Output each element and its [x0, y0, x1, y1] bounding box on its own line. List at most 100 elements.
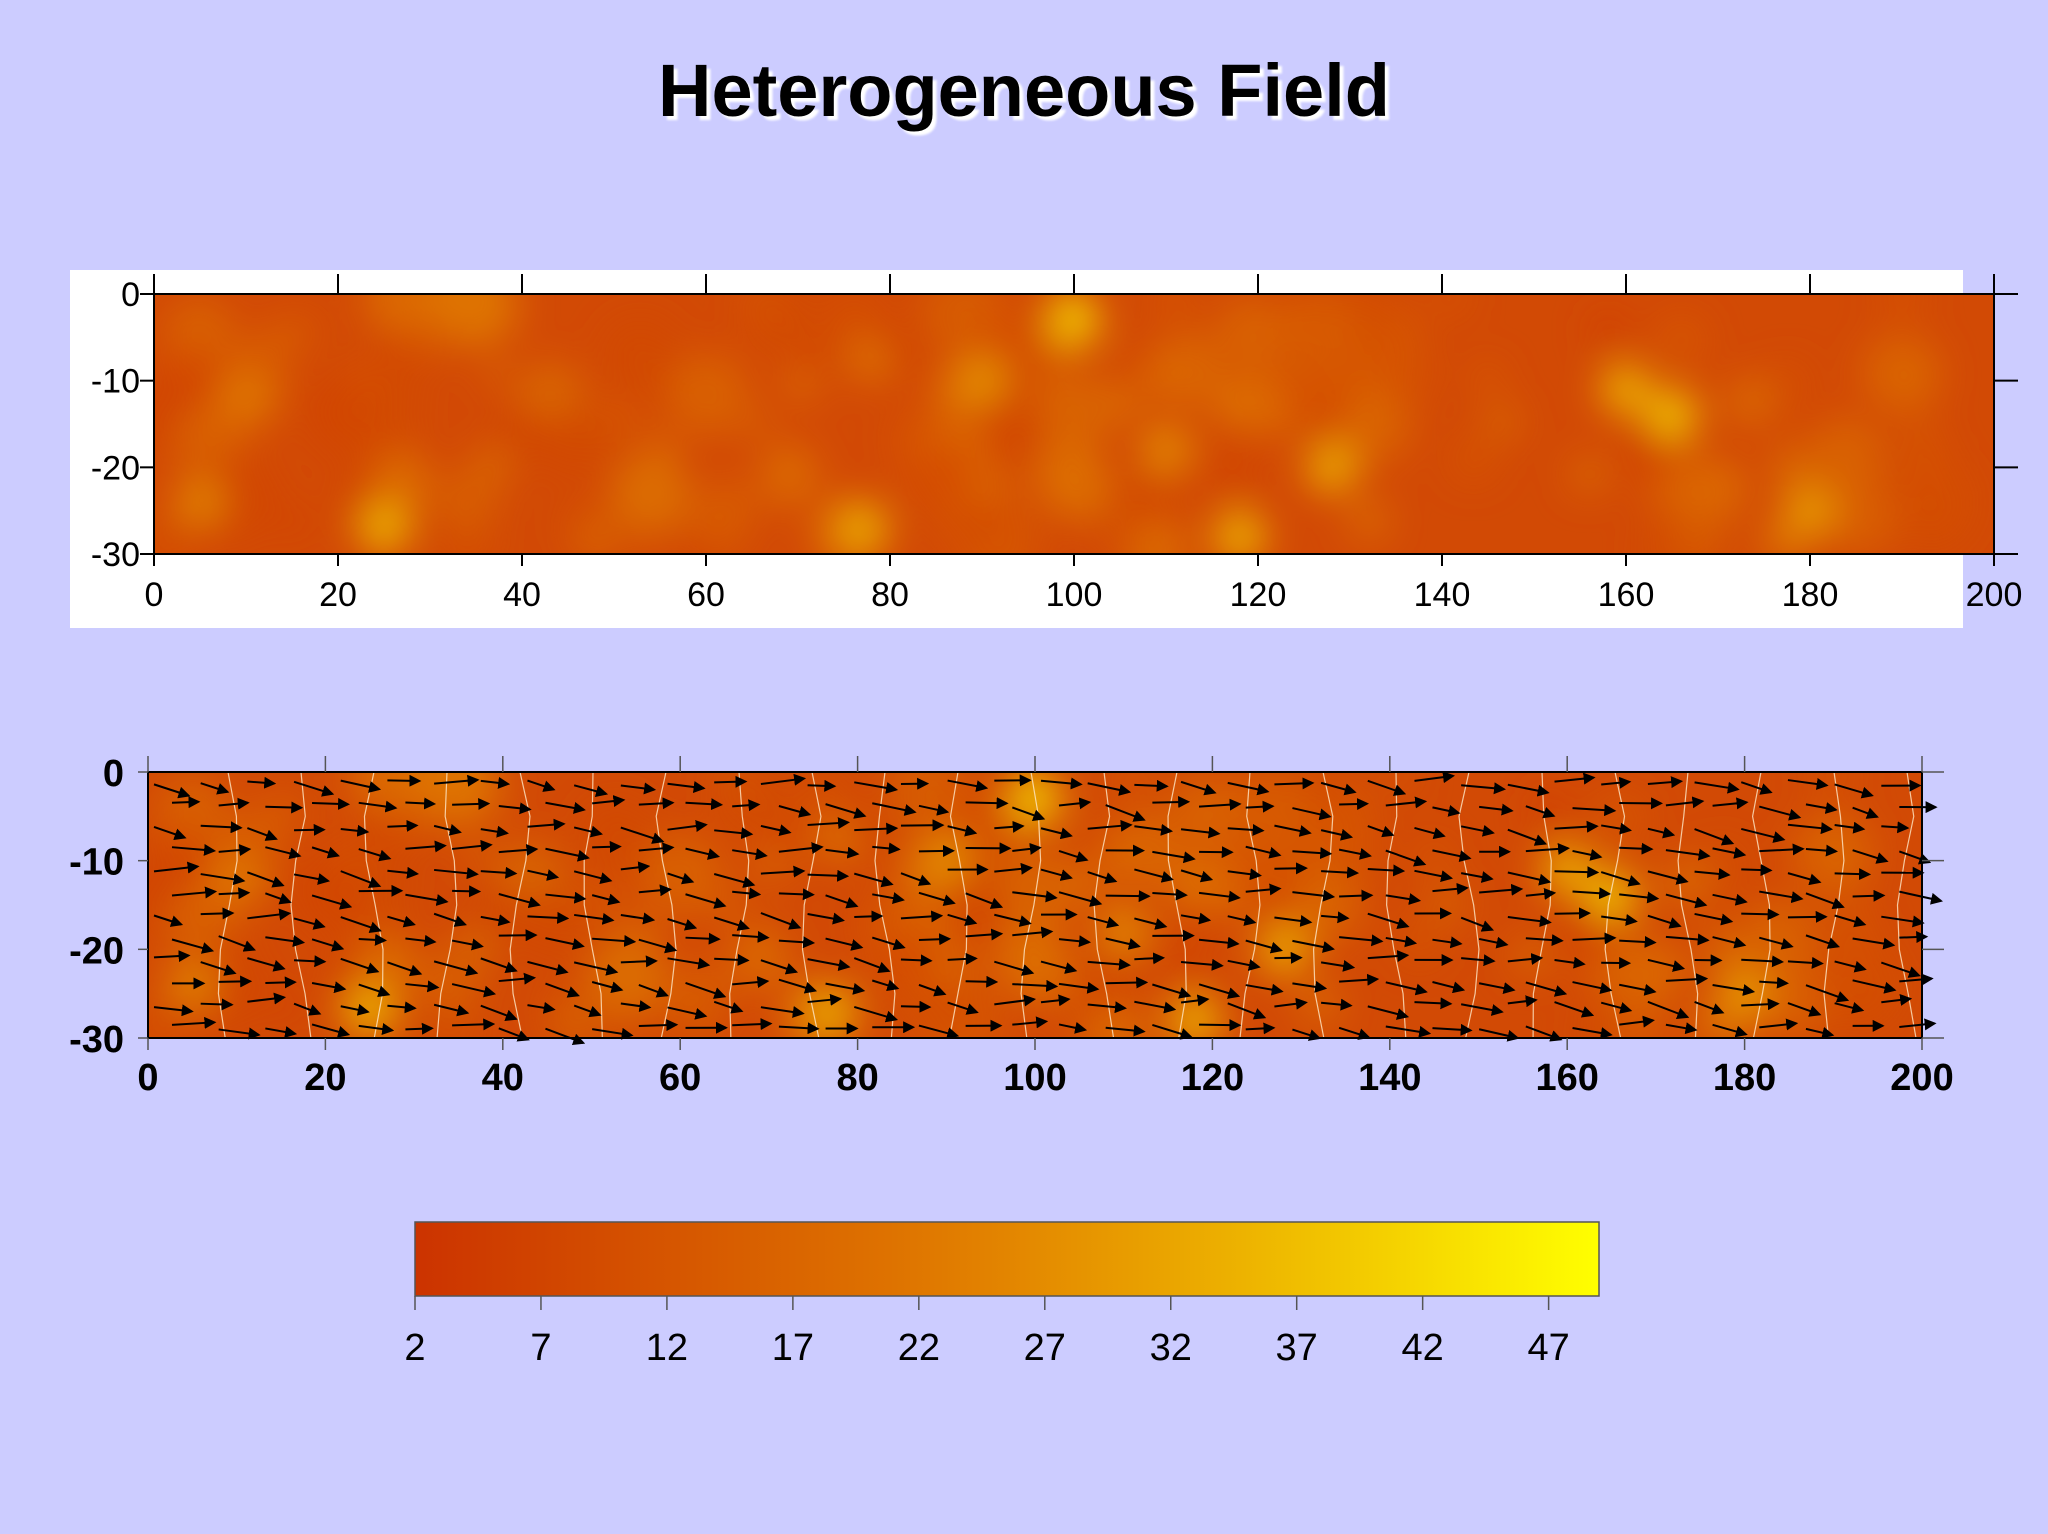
x-tick-label: 60: [687, 576, 725, 614]
y-tick-label: -10: [91, 363, 140, 401]
velocity-arrow: [200, 907, 235, 920]
velocity-arrow: [405, 980, 440, 993]
field-mottle: [840, 805, 893, 858]
field-mottle: [330, 842, 365, 877]
velocity-arrow: [592, 795, 626, 808]
velocity-arrow: [1105, 804, 1146, 822]
velocity-arrow: [1414, 869, 1454, 883]
field-mottle: [1595, 936, 1665, 1006]
velocity-arrow: [1694, 867, 1731, 880]
x-tick-label: 180: [1713, 1057, 1776, 1099]
velocity-arrow: [527, 779, 556, 792]
velocity-arrow: [1274, 824, 1312, 837]
field-highlight: [836, 502, 889, 554]
field-mottle: [154, 819, 190, 855]
velocity-arrow: [1805, 892, 1845, 910]
field-mottle: [1204, 437, 1262, 495]
velocity-arrow: [1432, 981, 1466, 994]
field-mottle: [644, 428, 681, 465]
velocity-arrow: [171, 886, 218, 899]
velocity-arrow: [1385, 849, 1427, 867]
velocity-arrow: [1245, 800, 1275, 813]
velocity-arrow: [573, 870, 613, 884]
velocity-arrow: [1834, 960, 1867, 973]
field-mottle: [992, 383, 1043, 434]
velocity-arrow: [1712, 1023, 1748, 1038]
velocity-arrow: [1712, 893, 1748, 906]
velocity-arrow: [994, 820, 1025, 833]
velocity-arrow: [1834, 868, 1872, 881]
velocity-arrow: [965, 797, 1009, 810]
velocity-arrow: [713, 916, 750, 931]
field-mottle: [898, 967, 955, 1023]
velocity-arrow: [1759, 936, 1794, 950]
velocity-arrow: [685, 981, 727, 999]
velocity-arrow: [1040, 868, 1073, 881]
velocity-arrow: [1619, 983, 1657, 996]
colorbar-tick-label: 42: [1402, 1327, 1444, 1369]
field-mottle: [1480, 401, 1523, 443]
velocity-arrow: [714, 775, 748, 788]
field-mottle: [1702, 842, 1746, 886]
streamline: [583, 772, 603, 1038]
velocity-arrow: [340, 1003, 370, 1016]
field-highlight: [1718, 967, 1771, 1020]
velocity-arrow: [1227, 1002, 1267, 1020]
velocity-arrow: [265, 1026, 298, 1038]
velocity-arrow: [1787, 956, 1824, 969]
field-mottle: [1589, 310, 1628, 349]
velocity-arrow: [825, 982, 866, 995]
velocity-arrow: [1180, 994, 1210, 1007]
x-tick-label: 40: [503, 576, 541, 614]
field-mottle: [1108, 772, 1156, 803]
velocity-arrow: [1647, 958, 1686, 972]
streamline: [1896, 772, 1917, 1038]
field-mottle: [993, 921, 1069, 997]
velocity-arrow: [853, 1005, 899, 1023]
velocity-arrow: [1198, 798, 1242, 811]
field-mottle: [641, 833, 725, 916]
velocity-arrow: [872, 802, 917, 816]
colorbar-tick-label: 2: [404, 1327, 425, 1369]
velocity-arrow: [918, 891, 956, 907]
velocity-arrow: [1787, 778, 1829, 790]
velocity-arrow: [451, 983, 497, 998]
velocity-arrow: [218, 844, 252, 857]
streamlines: [217, 772, 1917, 1038]
velocity-arrow: [1852, 937, 1896, 950]
velocity-arrow: [1152, 850, 1196, 864]
velocity-arrow: [1554, 1001, 1595, 1018]
field-mottle: [1472, 362, 1503, 393]
field-mottle: [925, 972, 990, 1036]
velocity-arrow: [1759, 843, 1805, 856]
velocity-arrow: [265, 846, 302, 860]
velocity-arrow: [732, 799, 761, 812]
velocity-arrow: [1320, 781, 1357, 796]
field-mottle: [954, 422, 984, 452]
field-mottle: [655, 1023, 685, 1038]
velocity-arrow: [667, 918, 698, 931]
field-highlight: [343, 985, 396, 1038]
velocity-arrow: [760, 1006, 805, 1018]
velocity-arrow: [358, 848, 392, 862]
field-mottle: [329, 942, 411, 1024]
velocity-arrow: [1087, 916, 1120, 929]
field-mottle: [1562, 905, 1624, 966]
velocity-arrow: [1274, 777, 1315, 790]
velocity-arrow: [760, 912, 802, 930]
field-mottle: [1012, 942, 1076, 1006]
velocity-arrow: [592, 935, 637, 947]
velocity-arrow: [153, 861, 200, 874]
field-mottle: [1081, 1002, 1149, 1038]
velocity-arrow: [218, 975, 253, 988]
velocity-arrow: [592, 840, 622, 853]
field-mottle: [1844, 988, 1887, 1031]
velocity-arrow: [1198, 936, 1240, 949]
velocity-arrow: [387, 915, 416, 928]
field-mottle: [916, 878, 999, 961]
field-mottle: [1581, 997, 1655, 1038]
velocity-arrow: [1881, 915, 1925, 928]
velocity-arrow: [1572, 1027, 1613, 1039]
velocity-arrow: [947, 913, 978, 926]
